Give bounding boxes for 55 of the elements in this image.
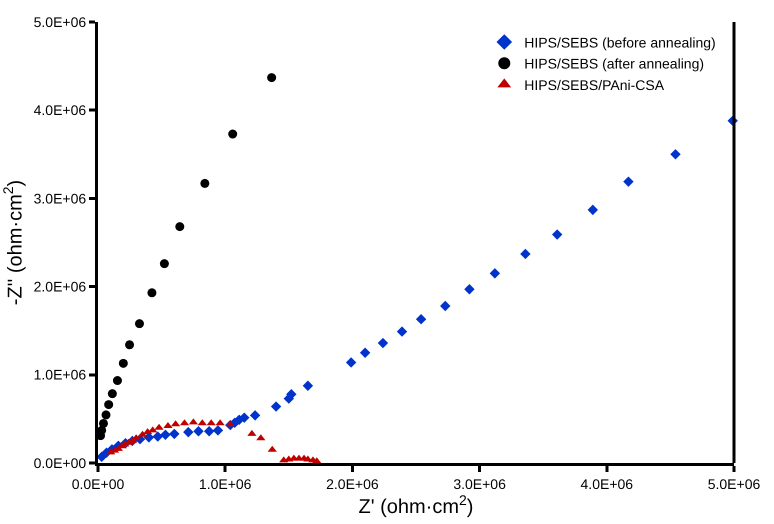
point xyxy=(108,389,117,398)
legend-label: HIPS/SEBS/PAni-CSA xyxy=(524,76,665,93)
x-axis-title: Z' (ohm·cm$^{2}$) xyxy=(358,492,474,518)
point xyxy=(302,380,314,391)
point xyxy=(396,326,408,337)
y-tick-label: 0.0E+00 xyxy=(34,454,86,471)
y-tick-label: 2.0E+06 xyxy=(34,278,86,294)
point xyxy=(623,176,634,187)
point xyxy=(360,348,370,358)
point xyxy=(490,268,500,279)
point xyxy=(588,204,598,216)
y-tick-label: 4.0E+06 xyxy=(34,102,86,118)
x-tick-label: 3.0E+06 xyxy=(453,476,506,492)
point xyxy=(552,229,562,240)
point xyxy=(134,319,144,328)
point xyxy=(464,284,475,294)
point xyxy=(112,376,122,386)
point xyxy=(416,314,426,324)
point xyxy=(670,149,681,160)
legend-label: HIPS/SEBS (before annealing) xyxy=(524,34,716,50)
point xyxy=(175,222,184,232)
point xyxy=(147,288,156,298)
point xyxy=(378,338,388,348)
point xyxy=(239,412,250,423)
point xyxy=(104,400,114,410)
point xyxy=(440,300,450,312)
point xyxy=(118,358,128,368)
x-tick-label: 0.0E+00 xyxy=(72,476,124,492)
point xyxy=(160,259,169,268)
legend-label: HIPS/SEBS (after annealing) xyxy=(524,56,704,72)
point xyxy=(228,130,238,139)
point xyxy=(193,426,204,436)
point xyxy=(267,73,276,82)
x-tick-label: 4.0E+06 xyxy=(580,476,634,492)
x-tick-label: 5.0E+06 xyxy=(708,476,760,492)
point xyxy=(102,410,111,420)
point xyxy=(152,431,163,442)
x-tick-label: 1.0E+06 xyxy=(198,476,252,492)
y-tick-label: 3.0E+06 xyxy=(34,190,86,206)
point xyxy=(270,401,282,412)
point xyxy=(212,425,224,436)
point xyxy=(520,248,531,260)
point xyxy=(98,418,108,428)
point xyxy=(286,389,297,400)
point xyxy=(183,426,194,438)
y-tick-label: 5.0E+06 xyxy=(34,14,86,30)
point xyxy=(346,357,356,368)
point xyxy=(125,340,134,350)
x-tick-label: 2.0E+06 xyxy=(326,476,379,492)
point xyxy=(204,426,214,436)
point xyxy=(169,428,180,440)
y-tick-label: 1.0E+06 xyxy=(34,366,86,383)
point xyxy=(200,178,210,188)
point xyxy=(250,410,260,421)
point xyxy=(160,430,171,440)
